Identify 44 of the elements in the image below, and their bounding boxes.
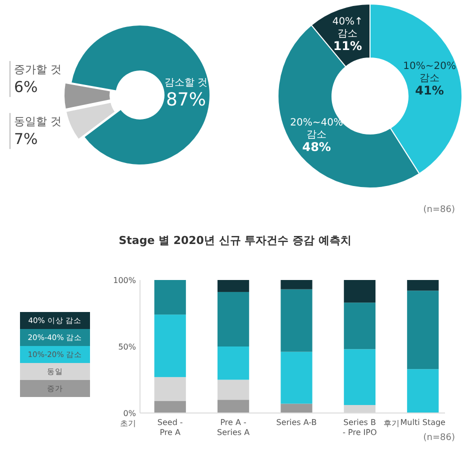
bar [218,400,250,413]
y-tick-label: 50% [118,342,136,352]
x-tick-label: Series B - Pre IPO [342,418,377,437]
bar [280,289,312,352]
bar [154,314,186,378]
chart-title: Stage 별 2020년 신규 투자건수 증감 예측치 [118,234,352,247]
bar [154,280,186,315]
data-label: 87% [166,89,206,110]
bar [154,401,186,413]
bar [218,280,250,292]
data-label: 11% [333,38,362,53]
x-tick-label: Multi Stage [400,418,446,427]
slice-label: 40%↑ 감소 [332,16,363,40]
bar [218,346,250,380]
bar [344,280,376,303]
bar [154,377,186,402]
bar [280,352,312,404]
slice-label: 10%~20% 감소 [403,61,456,84]
x-tick-label: Pre A - Series A [216,418,250,437]
bar [407,280,439,291]
text: (n=86) [423,205,455,215]
slice-label: 증가할 것 [14,63,62,76]
bar [344,302,376,350]
bar [407,369,439,413]
text: (n=86) [423,433,455,443]
bar [280,280,312,290]
x-tick-label: Series A-B [276,418,317,427]
bar [407,290,439,370]
data-label: 41% [415,84,444,98]
data-label: 6% [14,78,38,96]
slice-label: 감소할 것 [164,77,208,88]
data-label: 7% [14,130,38,148]
data-label: 48% [302,140,331,154]
y-tick-label: 0% [123,408,136,418]
text: 초기 [120,419,136,428]
bar [218,380,250,400]
x-tick-label: Seed - Pre A [157,418,183,437]
text: 후기 [383,419,400,428]
bar [218,292,250,346]
slice-label: 20%~40% 감소 [290,117,344,140]
slice-label: 동일할 것 [14,115,62,128]
y-tick-label: 100% [113,276,136,285]
bar [280,404,312,413]
bar [344,349,376,406]
